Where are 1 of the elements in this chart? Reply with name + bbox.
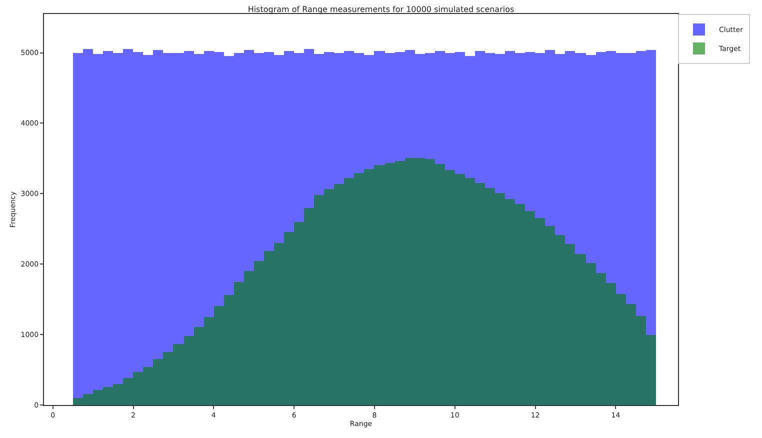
chart-title: Histogram of Range measurements for 10000 simulated scenarios (248, 5, 514, 14)
